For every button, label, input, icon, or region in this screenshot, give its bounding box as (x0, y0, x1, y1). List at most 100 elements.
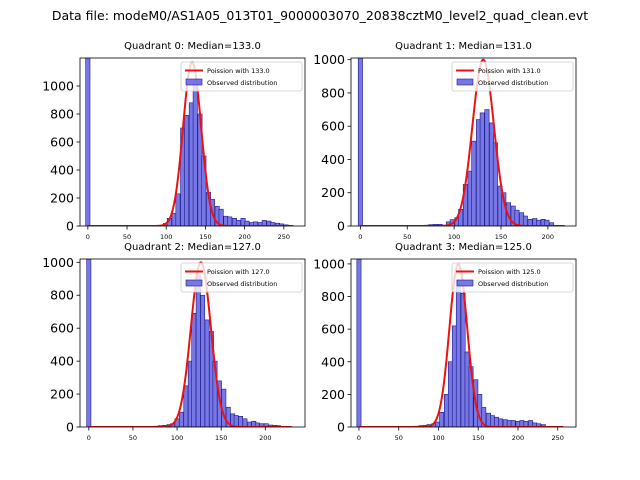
histogram-bar (195, 275, 201, 427)
histogram-bar (522, 215, 528, 226)
x-tick-label: 0 (86, 233, 90, 241)
subplot-quadrant-3: Quadrant 3: Median=125.0 0 50 100 150 200 250 0… (313, 242, 577, 442)
x-tick-label: 0 (358, 233, 362, 241)
y-tick-label: 1000 (313, 52, 345, 67)
y-tick-label: 800 (321, 85, 345, 100)
y-tick-label: 400 (50, 354, 74, 369)
x-tick-label: 100 (160, 233, 172, 241)
y-tick-label: 400 (321, 152, 345, 167)
histogram-bar (540, 424, 546, 427)
subplot-quadrant-1: Quadrant 1: Median=131.0 0 50 100 150 200 0 200… (313, 41, 577, 241)
histogram-bar (179, 411, 184, 427)
y-tick-label: 800 (50, 107, 74, 122)
x-tick-label: 100 (171, 434, 183, 442)
legend-bar-swatch (185, 279, 203, 287)
histogram-bar (498, 418, 503, 427)
x-tick-label: 50 (395, 434, 403, 442)
histogram-bar (270, 222, 276, 226)
histogram-bar (486, 412, 491, 427)
y-tick-label: 400 (50, 163, 74, 178)
legend-bar-swatch (185, 78, 203, 86)
histogram-bar (490, 415, 495, 427)
x-tick-label: 250 (552, 434, 564, 442)
x-tick-label: 0 (357, 434, 361, 442)
legend-box (180, 262, 303, 293)
x-tick-label: 150 (495, 233, 507, 241)
histogram-bar (443, 394, 449, 427)
plot-area (357, 58, 565, 226)
histogram-bar (200, 294, 206, 427)
subplot-title: Quadrant 1: Median=131.0 (395, 41, 532, 52)
x-tick-label: 50 (123, 233, 131, 241)
histogram-bar (227, 216, 233, 226)
histogram-bar (479, 112, 485, 226)
histogram-bar (175, 193, 181, 226)
legend-bar-label: Observed distribution (207, 280, 277, 288)
subplot-title: Quadrant 0: Median=133.0 (124, 41, 261, 52)
x-tick-label: 150 (199, 233, 211, 241)
histogram-bar (451, 325, 457, 427)
histogram-bar (192, 85, 198, 226)
y-tick-label: 0 (66, 420, 74, 435)
legend: Poission with 127.0 Observed distribution (180, 262, 303, 293)
y-tick-label: 800 (50, 288, 74, 303)
x-tick-label: 100 (448, 233, 460, 241)
x-tick-label: 50 (403, 233, 411, 241)
legend-box (451, 61, 574, 92)
histogram-bar (484, 109, 490, 226)
y-tick-label: 1000 (42, 255, 74, 270)
legend: Poission with 133.0 Observed distribution (180, 61, 303, 92)
histogram-bar (464, 351, 470, 427)
legend-bar-swatch (456, 279, 474, 287)
histogram-bar (233, 415, 239, 427)
histogram-bar (481, 407, 487, 427)
histogram-bar (471, 140, 477, 226)
legend: Poission with 125.0 Observed distribution (451, 262, 574, 293)
histogram-bar (439, 412, 445, 427)
y-tick-label: 0 (337, 219, 345, 234)
x-tick-label: 150 (472, 434, 484, 442)
histogram-bar (253, 221, 259, 226)
histogram-bar (447, 361, 453, 427)
histogram-bar (204, 319, 210, 427)
histogram-bar (494, 416, 499, 427)
histogram-bar (86, 259, 92, 427)
histogram-bar (356, 259, 362, 427)
histogram-bar (510, 420, 516, 427)
histogram-bar (357, 58, 363, 226)
y-tick-label: 600 (50, 321, 74, 336)
subplot-quadrant-2: Quadrant 2: Median=127.0 0 50 100 150 200 0 200… (42, 242, 306, 442)
x-tick-label: 150 (215, 434, 227, 442)
axes-frame (350, 258, 577, 428)
histogram-bar (460, 292, 466, 427)
y-tick-label: 200 (50, 387, 74, 402)
y-tick-label: 600 (321, 322, 345, 337)
histogram-bar (242, 418, 248, 427)
legend: Poission with 131.0 Observed distribution (451, 61, 574, 92)
y-tick-label: 0 (66, 219, 74, 234)
y-tick-label: 600 (50, 135, 74, 150)
y-tick-label: 800 (321, 289, 345, 304)
y-tick-label: 200 (321, 387, 345, 402)
legend-curve-label: Poission with 125.0 (478, 268, 541, 276)
subplot-grid: Quadrant 0: Median=133.0 0 50 100 150 200 250 0… (42, 41, 577, 442)
x-tick-label: 200 (542, 233, 554, 241)
histogram-bar (238, 415, 244, 427)
poisson-curve (88, 261, 292, 427)
histogram-bar (544, 219, 550, 226)
x-tick-label: 200 (259, 434, 271, 442)
histogram-bar (183, 385, 189, 427)
histogram-bar (502, 419, 508, 427)
legend-curve-label: Poission with 131.0 (478, 67, 541, 75)
histogram-bar (184, 115, 190, 226)
legend-bar-label: Observed distribution (207, 79, 277, 87)
y-tick-label: 200 (321, 185, 345, 200)
legend-box (451, 262, 574, 293)
x-tick-label: 0 (87, 434, 91, 442)
x-tick-label: 200 (512, 434, 524, 442)
subplot-title: Quadrant 2: Median=127.0 (124, 242, 261, 253)
y-tick-label: 600 (321, 119, 345, 134)
legend-bar-swatch (456, 78, 474, 86)
histogram-bar (244, 220, 250, 226)
